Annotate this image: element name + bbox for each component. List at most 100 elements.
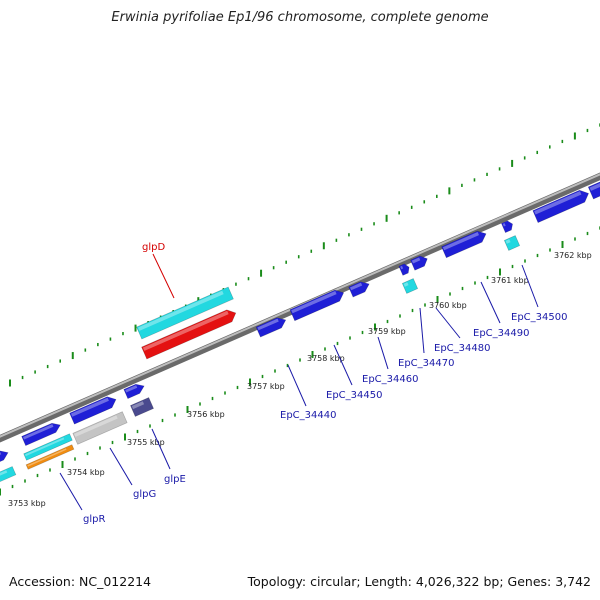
topology-text: Topology: circular; Length: 4,026,322 bp… (247, 574, 591, 589)
feature-highlight (27, 448, 67, 467)
feature-shape (25, 444, 75, 470)
feature-highlight (142, 310, 229, 351)
feature-highlight (25, 437, 65, 457)
leader-line (151, 428, 171, 470)
gene-left-edge (0, 450, 9, 467)
kbp-label: 3755 kbp (127, 438, 165, 447)
gene-glpD-cyan (136, 286, 234, 340)
feature-shape (0, 466, 17, 484)
feature-highlight (125, 385, 138, 393)
leader-line (152, 253, 175, 299)
feature-shape (123, 383, 145, 399)
feature-highlight (505, 239, 511, 244)
feature-highlight (291, 291, 337, 314)
feature-highlight (400, 265, 404, 270)
leader-line (59, 472, 83, 511)
leader-line (435, 307, 461, 339)
feature-shape (503, 235, 521, 251)
gene-left-cyan (0, 466, 17, 484)
leader-line (333, 344, 353, 386)
kbp-label: 3757 kbp (247, 382, 285, 391)
leader-line (419, 307, 425, 354)
gene-label: glpR (83, 514, 105, 525)
kbp-label: 3759 kbp (368, 327, 406, 336)
feature-shape (21, 422, 61, 446)
feature-highlight (137, 290, 224, 331)
feature-highlight (74, 415, 118, 437)
gene-EpC_34450 (289, 289, 345, 322)
inner-tick-ring (0, 226, 600, 496)
gene-EpC_34480-upper (410, 255, 428, 271)
feature-shape (410, 255, 428, 271)
gene-right-edge (587, 181, 600, 200)
feature-shape (441, 230, 487, 259)
kbp-label: 3754 kbp (67, 468, 105, 477)
feature-shape (401, 278, 419, 294)
gene-label: EpC_34440 (280, 410, 336, 421)
kbp-label: 3756 kbp (187, 410, 225, 419)
leader-line (521, 264, 539, 308)
feature-shape (0, 450, 9, 467)
feature-highlight (70, 397, 109, 417)
gene-EpC_34500 (503, 235, 521, 251)
feature-shape (501, 220, 513, 233)
gene-EpC_34470 (401, 278, 419, 294)
gene-glpD (141, 309, 237, 360)
feature-highlight (349, 282, 363, 291)
gene-EpC_34440 (255, 317, 287, 338)
gene-label: EpC_34480 (434, 343, 490, 354)
kbp-label: 3762 kbp (554, 251, 592, 260)
leader-line (287, 364, 307, 407)
feature-highlight (411, 257, 421, 264)
gene-glpE-upper (123, 383, 145, 399)
gene-EpC_34470-upper (398, 263, 410, 276)
gene-glpR-upper (21, 422, 61, 446)
feature-highlight (502, 223, 506, 227)
feature-shape (398, 263, 410, 276)
gene-leader-lines (59, 253, 539, 511)
kbp-labels: 3753 kbp 3754 kbp 3755 kbp 3756 kbp 3757 kbp… (8, 251, 592, 508)
feature-shape (69, 396, 117, 425)
gene-glpG (72, 411, 128, 445)
feature-shape (141, 309, 237, 360)
leader-line (109, 447, 133, 486)
outer-tick-ring (9, 123, 600, 387)
gene-features (0, 181, 600, 484)
gene-label: EpC_34450 (326, 390, 382, 401)
feature-shape (72, 411, 128, 445)
gene-label: EpC_34460 (362, 374, 418, 385)
gene-label: glpD (142, 242, 165, 253)
gene-glpR (25, 444, 75, 470)
feature-highlight (442, 232, 480, 251)
feature-highlight (131, 401, 145, 410)
feature-shape (136, 286, 234, 340)
kbp-label: 3760 kbp (429, 301, 467, 310)
feature-shape (532, 189, 589, 223)
gene-glpE (130, 397, 154, 417)
leader-line (480, 281, 501, 324)
kbp-label: 3758 kbp (307, 354, 345, 363)
gene-glpG-upper (69, 396, 117, 425)
feature-shape (587, 181, 600, 200)
feature-highlight (589, 182, 600, 191)
kbp-label: 3761 kbp (491, 276, 529, 285)
accession-text: Accession: NC_012214 (9, 574, 152, 589)
feature-highlight (257, 318, 279, 331)
gene-label: EpC_34470 (398, 358, 454, 369)
feature-highlight (0, 470, 8, 479)
leader-line (377, 336, 389, 370)
feature-shape (289, 289, 345, 322)
gene-label: glpG (133, 489, 156, 500)
gene-EpC_34500-upper (501, 220, 513, 233)
feature-shape (255, 317, 287, 338)
gene-EpC_34460 (348, 281, 370, 298)
feature-highlight (403, 282, 409, 287)
feature-highlight (22, 424, 54, 440)
feature-highlight (534, 191, 582, 215)
gene-right (532, 189, 589, 223)
feature-shape (348, 281, 370, 298)
gene-label: glpE (164, 474, 186, 485)
kbp-label: 3753 kbp (8, 499, 46, 508)
feature-shape (23, 433, 73, 461)
